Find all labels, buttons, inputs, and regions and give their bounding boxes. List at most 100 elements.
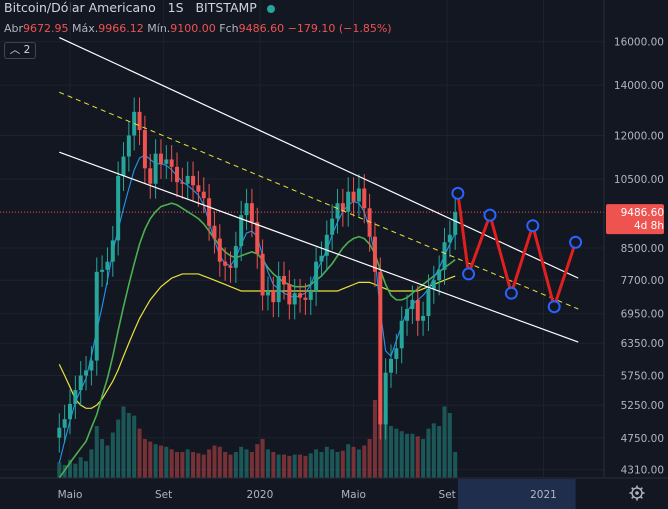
volume-bar <box>437 426 442 478</box>
candle-body <box>148 168 153 184</box>
volume-bar <box>330 449 335 478</box>
volume-bar <box>346 444 351 478</box>
legend-count: 2 <box>23 44 31 56</box>
price-tag <box>606 204 664 235</box>
low-value: 9100.00 <box>170 22 216 35</box>
price-tick-label: 16000.00 <box>614 37 664 49</box>
candle-body <box>324 234 329 256</box>
candle-body <box>126 135 131 157</box>
volume-bar <box>356 449 361 478</box>
trend-channel[interactable] <box>59 36 583 509</box>
volume-bar <box>415 436 420 478</box>
candle-body <box>330 218 335 235</box>
volume-bar <box>132 415 137 478</box>
candle-body <box>399 320 404 349</box>
candle-body <box>191 175 196 186</box>
range-highlight <box>457 479 576 509</box>
chart-settings[interactable] <box>629 485 645 501</box>
volume-bar <box>292 454 297 478</box>
time-tick-label: Set <box>155 489 172 501</box>
candle-body <box>132 111 137 136</box>
volume-bar <box>121 406 126 478</box>
symbol-header[interactable]: Bitcoin/Dólar Americano 1S BITSTAMP <box>4 0 275 15</box>
price-tick-label: 4750.00 <box>621 433 664 445</box>
volume-bar <box>271 452 276 478</box>
candle-body <box>260 253 265 296</box>
volume-bar <box>223 452 228 478</box>
gear-icon <box>629 485 645 501</box>
symbol-name: Bitcoin/Dólar Americano <box>4 0 156 15</box>
volume-bar <box>260 439 265 478</box>
time-tick-label: 2020 <box>247 489 274 501</box>
price-axis[interactable]: 4310.00 4750.00 5250.00 5750.00 6350.00 6950.… <box>603 0 668 509</box>
volume-bar <box>367 439 372 478</box>
candle-body <box>292 293 297 305</box>
open-value: 9672.95 <box>23 22 69 35</box>
volume-bar <box>447 413 452 478</box>
candle-body <box>340 203 345 212</box>
exchange-label: BITSTAMP <box>195 0 257 15</box>
candle-body <box>426 288 431 317</box>
market-status-icon <box>266 4 275 13</box>
price-tick-label: 12000.00 <box>614 130 664 142</box>
candle-body <box>196 185 201 192</box>
price-tick-label: 4310.00 <box>621 465 664 477</box>
volume-bar <box>362 445 367 478</box>
candle-body <box>378 271 383 425</box>
candle-body <box>185 175 190 184</box>
volume-bar <box>303 455 308 478</box>
currency-button[interactable]: USD <box>627 0 662 18</box>
candle-body <box>394 348 399 359</box>
price-tag-countdown: 4d 8h <box>634 220 664 232</box>
candle-body <box>116 175 121 241</box>
volume-bar <box>175 452 179 478</box>
volume-bar <box>185 449 190 478</box>
high-value: 9966.12 <box>98 22 144 35</box>
volume-bar <box>137 428 142 478</box>
ohlc-readout: Abr9672.95 Máx.9966.12 Mín.9100.00 Fch94… <box>4 22 392 35</box>
projection-point <box>462 267 476 281</box>
volume-bar <box>169 449 174 478</box>
ma-mid-line <box>58 202 456 479</box>
volume-bar <box>116 419 121 478</box>
volume-bar <box>372 400 377 478</box>
time-tick-label: Set <box>439 489 456 501</box>
candle-body <box>239 215 244 247</box>
volume-bar <box>255 444 260 478</box>
volume-bars <box>57 380 458 478</box>
indicator-legend-toggle[interactable]: ︿ 2 <box>4 42 36 59</box>
volume-bar <box>319 452 324 478</box>
price-tick-label: 5750.00 <box>621 371 664 383</box>
candle-body <box>201 191 206 199</box>
price-tick-label: 6950.00 <box>621 309 664 321</box>
volume-bar <box>351 446 356 478</box>
candle-body <box>346 191 351 212</box>
candle-body <box>249 203 254 223</box>
candle-body <box>405 309 410 321</box>
time-axis[interactable]: Maio Set 2020 Maio Set 2021 <box>0 477 668 501</box>
ma-fast-line <box>58 154 456 463</box>
candle-body <box>282 276 286 285</box>
volume-bar <box>324 446 329 478</box>
ma-slow-line <box>58 273 456 409</box>
candle-body <box>94 271 99 361</box>
volume-bar <box>394 428 399 478</box>
volume-bar <box>410 433 415 478</box>
candle-body <box>314 261 319 291</box>
volume-bar <box>142 439 147 478</box>
volume-bar <box>180 452 185 478</box>
volume-bar <box>421 439 426 478</box>
volume-bar <box>191 452 196 478</box>
candle-body <box>447 234 452 243</box>
volume-bar <box>212 445 217 478</box>
candle-body <box>68 403 72 420</box>
volume-bar <box>405 433 410 478</box>
volume-bar <box>426 428 431 478</box>
candle-body <box>62 419 67 428</box>
candle-body <box>223 261 228 266</box>
candle-body <box>383 372 388 425</box>
volume-bar <box>282 454 286 478</box>
channel-upper-line <box>59 36 579 279</box>
